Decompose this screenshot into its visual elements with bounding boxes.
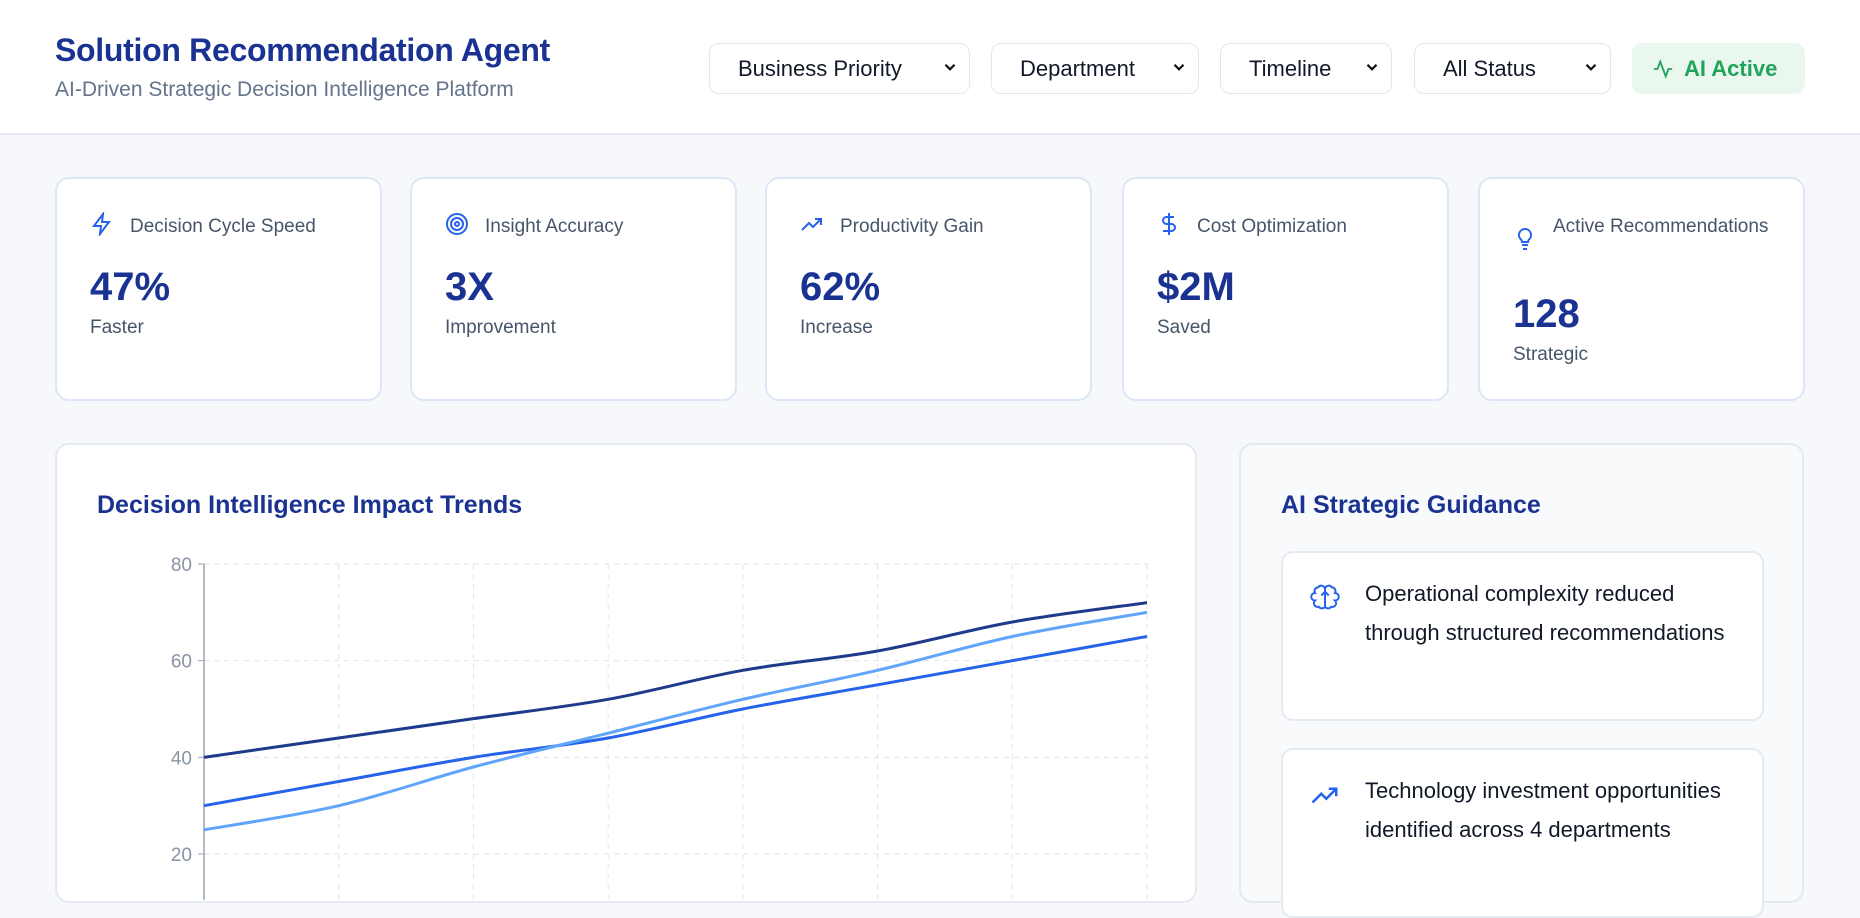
series-line-3 xyxy=(203,610,1148,832)
chart-title: Decision Intelligence Impact Trends xyxy=(97,491,523,519)
trending-up-icon xyxy=(1311,787,1338,804)
brain-icon xyxy=(1310,584,1340,610)
lightbulb-icon xyxy=(1517,227,1533,250)
metric-card-cost: Cost Optimization $2M Saved xyxy=(1122,177,1449,401)
metric-card-decision-speed: Decision Cycle Speed 47% Faster xyxy=(55,177,382,401)
y-tick-label: 20 xyxy=(171,845,192,866)
chevron-down-icon xyxy=(1173,63,1185,71)
guidance-item: Technology investment opportunities iden… xyxy=(1281,748,1764,918)
chevron-down-icon xyxy=(1366,63,1378,71)
select-label: Timeline xyxy=(1249,55,1332,81)
ai-active-badge: AI Active xyxy=(1632,43,1805,94)
metric-sub: Increase xyxy=(800,317,873,338)
page-subtitle: AI-Driven Strategic Decision Intelligenc… xyxy=(55,78,514,101)
metric-sub: Improvement xyxy=(445,317,556,338)
dollar-icon xyxy=(1162,213,1176,235)
metric-value: 3X xyxy=(445,265,494,309)
guidance-title: AI Strategic Guidance xyxy=(1281,491,1541,519)
select-label: Department xyxy=(1020,55,1135,81)
guidance-panel: AI Strategic Guidance Operational comple… xyxy=(1239,443,1804,918)
impact-trends-chart: 20 40 60 80 xyxy=(171,555,1148,900)
select-label: All Status xyxy=(1443,55,1536,81)
metric-label: Productivity Gain xyxy=(840,216,984,237)
trending-up-icon xyxy=(801,218,822,231)
metric-value: $2M xyxy=(1157,265,1235,309)
department-select[interactable]: Department xyxy=(991,43,1199,94)
guidance-text: Technology investment opportunities iden… xyxy=(1365,778,1721,842)
ai-active-label: AI Active xyxy=(1684,55,1778,81)
timeline-select[interactable]: Timeline xyxy=(1220,43,1392,94)
series-line-1 xyxy=(203,601,1148,759)
metric-value: 47% xyxy=(90,265,171,309)
guidance-text: Operational complexity reduced through s… xyxy=(1365,581,1725,645)
select-label: Business Priority xyxy=(738,55,902,81)
metric-value: 128 xyxy=(1513,292,1580,336)
metric-card-recommendations: Active Recommendations 128 Strategic xyxy=(1478,177,1805,401)
zap-icon xyxy=(92,212,111,236)
y-tick-label: 40 xyxy=(171,748,192,769)
chevron-down-icon xyxy=(1585,63,1597,71)
metric-value: 62% xyxy=(800,265,881,309)
chevron-down-icon xyxy=(944,63,956,71)
guidance-item: Operational complexity reduced through s… xyxy=(1281,551,1764,721)
chart-panel: Decision Intelligence Impact Trends 20 40… xyxy=(55,443,1197,903)
activity-icon xyxy=(1653,58,1673,79)
page-title: Solution Recommendation Agent xyxy=(55,32,551,68)
header: Solution Recommendation Agent AI-Driven … xyxy=(0,0,1860,135)
series-line-2 xyxy=(203,635,1148,808)
metric-sub: Strategic xyxy=(1513,344,1588,365)
metric-label: Active Recommendations xyxy=(1553,216,1769,237)
metric-label: Decision Cycle Speed xyxy=(130,216,316,237)
y-tick-label: 60 xyxy=(171,652,192,673)
target-icon xyxy=(446,213,468,235)
y-tick-label: 80 xyxy=(171,555,192,576)
metric-sub: Faster xyxy=(90,317,144,338)
metric-label: Cost Optimization xyxy=(1197,216,1347,237)
status-select[interactable]: All Status xyxy=(1414,43,1611,94)
metric-label: Insight Accuracy xyxy=(485,216,624,237)
metric-card-insight-accuracy: Insight Accuracy 3X Improvement xyxy=(410,177,737,401)
metric-sub: Saved xyxy=(1157,317,1211,338)
business-priority-select[interactable]: Business Priority xyxy=(709,43,970,94)
metric-card-productivity: Productivity Gain 62% Increase xyxy=(765,177,1092,401)
